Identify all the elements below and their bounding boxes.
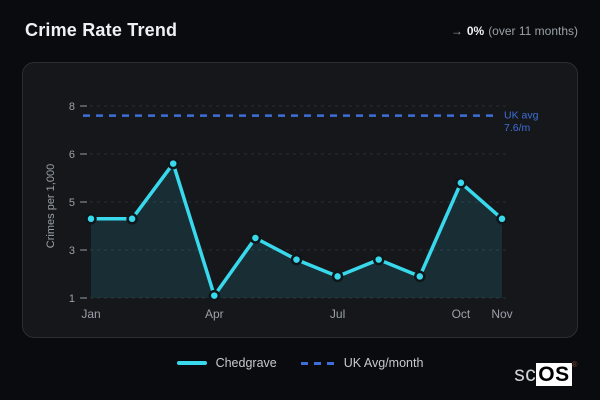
legend-item-chedgrave[interactable]: Chedgrave	[176, 356, 277, 370]
data-point-oct[interactable]	[455, 177, 467, 189]
y-tick-label: 8	[69, 101, 75, 113]
x-tick-label-oct: Oct	[452, 307, 471, 321]
data-point-aug[interactable]	[372, 253, 385, 266]
chart-panel: Crimes per 1,000 8 6 5 3 1 Jan Apr Jul Oct Nov UK …	[22, 62, 578, 338]
x-tick-label-nov: Nov	[491, 307, 512, 321]
crime-trend-chart: Crimes per 1,000 8 6 5 3 1 Jan Apr Jul Oct Nov UK …	[45, 101, 539, 321]
x-tick-label-jul: Jul	[330, 307, 345, 321]
trend-period: (over 11 months)	[488, 23, 578, 38]
legend-label-uk-avg: UK Avg/month	[343, 356, 424, 370]
data-point-may[interactable]	[249, 232, 262, 244]
y-tick-label: 5	[69, 197, 75, 209]
series-line-swatch	[176, 361, 207, 365]
y-tick-label: 6	[69, 149, 75, 161]
data-point-jul[interactable]	[331, 270, 344, 283]
avg-line-swatch	[300, 361, 335, 365]
series-area-fill	[91, 163, 502, 298]
trend-value: 0%	[466, 23, 485, 38]
data-point-jun[interactable]	[290, 253, 303, 266]
y-axis-label: Crimes per 1,000	[45, 164, 57, 248]
trend-summary: → 0% (over 11 months)	[451, 24, 578, 38]
data-point-feb[interactable]	[126, 213, 138, 225]
page-title: Crime Rate Trend	[25, 20, 178, 40]
scos-logo: sc OS ®	[514, 360, 578, 387]
data-point-sep[interactable]	[414, 270, 426, 283]
data-point-apr[interactable]	[208, 289, 221, 302]
y-tick-label: 1	[69, 293, 75, 305]
data-point-jan[interactable]	[85, 213, 97, 225]
uk-avg-line-label: UK avg 7.6/m	[504, 110, 539, 135]
legend-label-chedgrave: Chedgrave	[215, 356, 277, 370]
data-point-mar[interactable]	[167, 157, 179, 170]
x-tick-label-apr: Apr	[205, 307, 224, 321]
logo-prefix: sc	[514, 363, 537, 386]
x-tick-label-jan: Jan	[81, 307, 100, 321]
header: Crime Rate Trend → 0% (over 11 months)	[25, 20, 578, 41]
registered-trademark-icon: ®	[571, 360, 578, 369]
chart-legend: Chedgrave UK Avg/month	[0, 356, 600, 370]
trend-arrow-icon: →	[450, 23, 463, 38]
data-point-nov[interactable]	[496, 213, 508, 225]
y-tick-label: 3	[69, 245, 75, 257]
legend-item-uk-avg[interactable]: UK Avg/month	[300, 356, 424, 370]
logo-suffix: OS	[536, 363, 572, 387]
